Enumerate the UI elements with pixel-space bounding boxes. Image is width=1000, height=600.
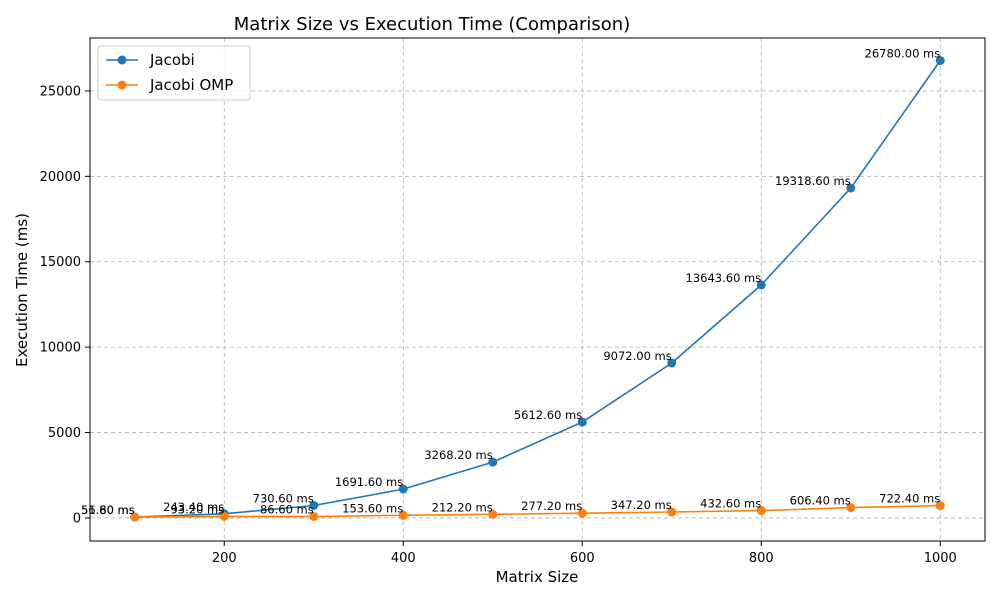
y-tick-label: 10000	[40, 341, 81, 356]
y-tick-label: 0	[73, 511, 81, 526]
x-tick-label: 1000	[924, 551, 957, 566]
data-point-jacobi-omp	[488, 509, 498, 519]
data-label-jacobi: 26780.00 ms	[865, 47, 941, 61]
series-line-jacobi-omp	[134, 504, 941, 518]
data-label-jacobi-omp: 277.20 ms	[521, 499, 582, 513]
data-point-jacobi	[488, 457, 498, 467]
data-label-jacobi-omp: 86.60 ms	[260, 502, 314, 516]
y-tick-label: 5000	[48, 426, 81, 441]
legend-label-jacobi-omp: Jacobi OMP	[149, 76, 233, 94]
data-label-jacobi: 1691.60 ms	[335, 475, 403, 489]
data-label-jacobi-omp: 51.80 ms	[81, 503, 135, 517]
data-label-jacobi: 13643.60 ms	[686, 271, 762, 285]
data-point-jacobi-omp	[309, 511, 319, 521]
data-label-jacobi-omp: 722.40 ms	[879, 492, 940, 506]
y-tick-label: 15000	[40, 255, 81, 270]
data-point-jacobi-omp	[756, 506, 766, 516]
data-label-jacobi: 9072.00 ms	[603, 349, 671, 363]
data-label-jacobi: 3268.20 ms	[424, 448, 492, 462]
data-point-jacobi	[577, 417, 587, 427]
series-layer	[130, 56, 945, 522]
data-point-jacobi-omp	[219, 511, 229, 521]
data-label-jacobi: 5612.60 ms	[514, 408, 582, 422]
data-label-jacobi-omp: 347.20 ms	[611, 498, 672, 512]
data-point-jacobi	[398, 484, 408, 494]
data-label-jacobi: 243.40 ms	[163, 500, 224, 514]
data-point-jacobi-omp	[846, 503, 856, 513]
legend-label-jacobi: Jacobi	[149, 51, 195, 69]
data-label-jacobi-omp: 212.20 ms	[432, 500, 493, 514]
data-point-jacobi-omp	[667, 507, 677, 517]
y-axis-label: Execution Time (ms)	[13, 213, 31, 367]
data-label-jacobi-omp: 153.60 ms	[342, 501, 403, 515]
data-point-jacobi	[935, 56, 945, 66]
data-label-jacobi: 730.60 ms	[253, 491, 314, 505]
data-label-jacobi: 19318.60 ms	[775, 174, 851, 188]
data-point-jacobi	[756, 280, 766, 290]
data-label-jacobi-omp: 606.40 ms	[790, 494, 851, 508]
legend-marker-jacobi-omp	[117, 80, 127, 90]
plot-frame	[89, 37, 986, 542]
data-label-jacobi-omp: 432.60 ms	[700, 497, 761, 511]
legend: Jacobi Jacobi OMP	[97, 45, 251, 101]
x-tick-label: 400	[391, 551, 416, 566]
chart-title: Matrix Size vs Execution Time (Compariso…	[234, 14, 630, 35]
data-label-jacobi: 56.60 ms	[81, 503, 135, 517]
x-axis-label: Matrix Size	[496, 568, 579, 586]
data-point-jacobi	[309, 500, 319, 510]
data-point-jacobi-omp	[935, 501, 945, 511]
data-point-jacobi-omp	[130, 512, 140, 522]
data-point-jacobi	[667, 358, 677, 368]
data-point-jacobi-omp	[398, 510, 408, 520]
data-point-jacobi-omp	[577, 508, 587, 518]
data-label-jacobi-omp: 93.20 ms	[170, 502, 224, 516]
x-tick-label: 800	[749, 551, 774, 566]
y-tick-label: 20000	[40, 170, 81, 185]
tick-layer: 200 400 600 800 1000050001000015000200002500…	[40, 84, 957, 566]
series-line-jacobi	[134, 60, 941, 518]
x-tick-label: 200	[212, 551, 237, 566]
y-tick-label: 25000	[40, 84, 81, 99]
x-tick-label: 600	[570, 551, 595, 566]
data-label-layer: 56.60 ms 243.40 ms 730.60 ms 1691.60 ms 3268…	[81, 47, 940, 518]
legend-marker-jacobi	[117, 55, 127, 65]
data-point-jacobi	[846, 183, 856, 193]
